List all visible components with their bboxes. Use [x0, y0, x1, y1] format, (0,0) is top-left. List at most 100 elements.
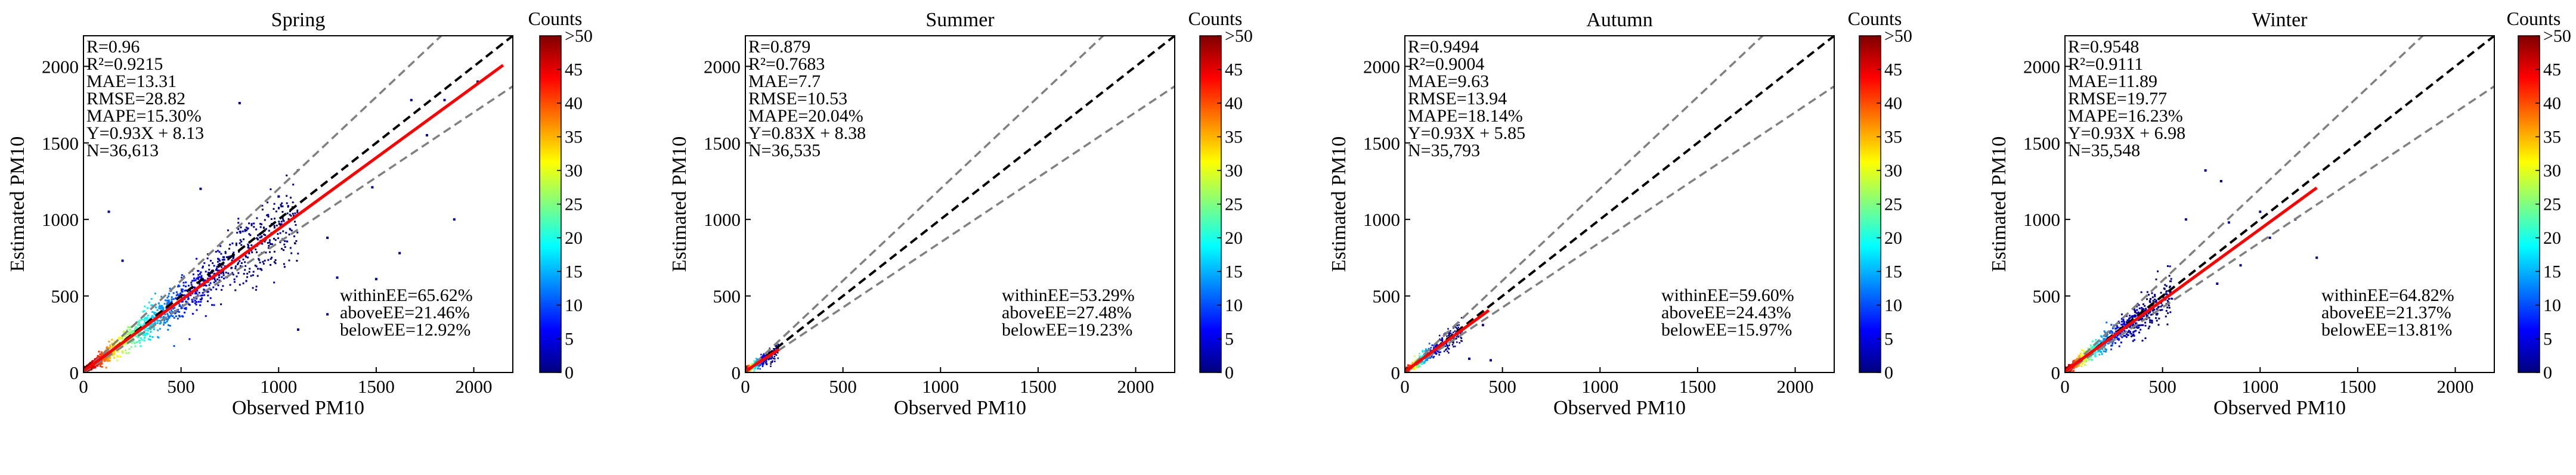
y-tick-label: 1500	[1363, 133, 1400, 154]
scatter-point	[280, 221, 283, 223]
scatter-point	[1422, 355, 1424, 357]
scatter-point	[92, 367, 95, 369]
scatter-point	[175, 315, 177, 318]
scatter-point	[294, 221, 296, 223]
scatter-point	[213, 304, 215, 306]
scatter-point	[163, 319, 166, 322]
scatter-point	[246, 272, 249, 275]
scatter-point	[261, 223, 263, 225]
x-tick-label: 1000	[922, 376, 959, 397]
scatter-point	[216, 269, 219, 272]
scatter-point	[139, 319, 141, 322]
scatter-point	[261, 243, 264, 245]
stat-text: MAPE=16.23%	[2068, 106, 2183, 126]
scatter-point	[131, 341, 133, 344]
scatter-point	[2146, 291, 2148, 293]
scatter-point	[278, 221, 280, 223]
scatter-point	[122, 344, 125, 346]
scatter-point	[270, 218, 273, 221]
scatter-point	[770, 363, 772, 365]
scatter-point	[2160, 305, 2162, 308]
scatter-point	[1438, 334, 1441, 337]
scatter-point	[129, 338, 131, 340]
scatter-point	[2139, 318, 2141, 321]
scatter-point	[237, 263, 239, 265]
scatter-point	[167, 315, 169, 318]
scatter-point	[129, 329, 131, 331]
scatter-point	[2149, 319, 2151, 321]
outlier-point	[2184, 218, 2187, 221]
scatter-point	[2169, 311, 2172, 313]
scatter-point	[284, 240, 286, 243]
scatter-point	[1457, 336, 1460, 338]
scatter-point	[167, 300, 169, 303]
scatter-point	[1447, 346, 1448, 349]
scatter-point	[167, 318, 169, 321]
scatter-point	[160, 316, 162, 318]
scatter-point	[104, 358, 106, 361]
scatter-point	[777, 357, 779, 359]
colorbar-tick-label: 5	[2543, 330, 2552, 349]
scatter-point	[146, 318, 148, 320]
scatter-point	[2091, 346, 2093, 349]
scatter-point	[245, 229, 247, 231]
colorbar-tick-label: 15	[1225, 262, 1243, 282]
scatter-point	[169, 287, 171, 290]
scatter-point	[193, 280, 196, 282]
scatter-point	[159, 308, 162, 310]
scatter-point	[284, 246, 286, 248]
scatter-point	[175, 294, 178, 297]
scatter-point	[2118, 345, 2120, 347]
scatter-point	[1430, 347, 1432, 349]
scatter-point	[101, 362, 103, 365]
scatter-point	[250, 275, 252, 277]
reference-lines	[2065, 36, 2494, 372]
scatter-point	[139, 331, 141, 334]
scatter-point	[240, 226, 242, 228]
scatter-point	[218, 279, 221, 281]
outlier-point	[2315, 256, 2318, 259]
scatter-point	[200, 275, 203, 277]
scatter-point	[107, 359, 110, 362]
scatter-point	[2119, 333, 2122, 335]
scatter-point	[179, 304, 181, 306]
y-tick-label: 1000	[1363, 209, 1400, 230]
x-tick-label: 2000	[1777, 376, 1814, 397]
outlier-point	[107, 210, 110, 213]
scatter-point	[138, 339, 141, 341]
scatter-point	[199, 273, 201, 275]
stat-text: RMSE=19.77	[2068, 89, 2167, 108]
scatter-point	[1417, 366, 1420, 368]
scatter-point	[2093, 346, 2095, 349]
scatter-point	[150, 316, 153, 318]
scatter-point	[194, 293, 197, 295]
stat-text: R²=0.9111	[2068, 54, 2143, 74]
scatter-point	[268, 241, 271, 244]
scatter-point	[2114, 336, 2117, 339]
scatter-point	[286, 212, 289, 215]
scatter-point	[166, 303, 168, 305]
y-axis-label: Estimated PM10	[1988, 136, 2010, 272]
scatter-point	[255, 265, 258, 268]
scatter-point	[159, 305, 161, 307]
scatter-point	[180, 297, 182, 299]
scatter-point	[2073, 367, 2075, 370]
scatter-point	[224, 252, 227, 254]
scatter-point	[1457, 334, 1459, 336]
scatter-point	[248, 247, 250, 249]
y-axis-label: Estimated PM10	[668, 136, 691, 272]
scatter-point	[746, 366, 748, 368]
scatter-point	[2094, 352, 2096, 355]
scatter-point	[108, 340, 110, 343]
scatter-point	[2090, 356, 2092, 358]
x-tick-label: 0	[741, 376, 750, 397]
stat-text: MAE=9.63	[1408, 72, 1489, 91]
scatter-point	[259, 237, 261, 239]
scatter-point	[285, 232, 287, 234]
scatter-point	[1438, 354, 1440, 356]
scatter-point	[137, 341, 139, 343]
scatter-point	[2129, 325, 2131, 328]
scatter-point	[1422, 351, 1423, 353]
scatter-point	[202, 291, 204, 294]
scatter-point	[2120, 321, 2123, 323]
